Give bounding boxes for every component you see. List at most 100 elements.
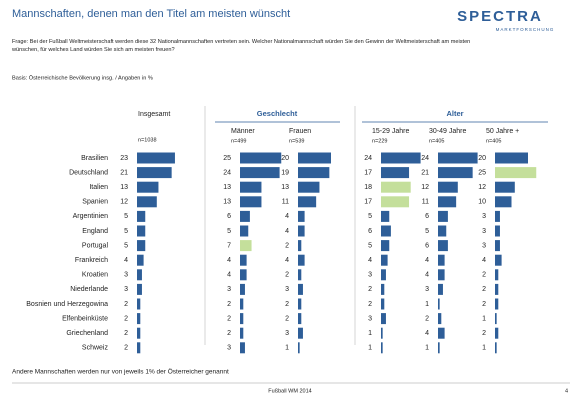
column-n: n=405 xyxy=(429,138,444,144)
value-label: 2 xyxy=(425,315,429,322)
bar xyxy=(298,181,320,193)
value-label: 20 xyxy=(281,155,289,162)
bar xyxy=(137,283,142,295)
bar xyxy=(137,254,144,266)
value-label: 13 xyxy=(281,184,289,191)
bar xyxy=(298,313,302,325)
column-header: Männer xyxy=(231,128,255,135)
value-label: 2 xyxy=(124,301,128,308)
basis: Basis: Österreichische Bevölkerung insg.… xyxy=(12,74,153,81)
logo: SPECTRA xyxy=(457,8,543,25)
bar xyxy=(438,240,448,252)
value-label: 2 xyxy=(482,272,486,279)
bar xyxy=(495,298,499,310)
bar xyxy=(438,327,445,339)
value-label: 4 xyxy=(425,272,429,279)
row-label: Italien xyxy=(89,184,108,191)
value-label: 4 xyxy=(285,257,289,264)
value-label: 18 xyxy=(364,184,372,191)
value-label: 3 xyxy=(482,213,486,220)
bar xyxy=(381,342,383,354)
bar xyxy=(381,210,390,222)
value-label: 2 xyxy=(285,301,289,308)
bar xyxy=(137,210,146,222)
bar xyxy=(298,342,300,354)
bar xyxy=(495,210,500,222)
value-label: 3 xyxy=(368,272,372,279)
value-label: 7 xyxy=(227,242,231,249)
value-label: 2 xyxy=(482,330,486,337)
value-label: 4 xyxy=(124,257,128,264)
value-label: 2 xyxy=(124,345,128,352)
bar xyxy=(495,254,502,266)
bar xyxy=(495,225,500,237)
value-label: 12 xyxy=(120,199,128,206)
column-n: n=499 xyxy=(231,138,246,144)
bar xyxy=(381,269,386,281)
bar xyxy=(240,327,244,339)
bar xyxy=(298,210,305,222)
bar xyxy=(438,225,447,237)
bar xyxy=(137,240,146,252)
value-label: 21 xyxy=(120,169,128,176)
bar xyxy=(495,152,528,164)
value-label: 12 xyxy=(478,184,486,191)
value-label: 4 xyxy=(425,257,429,264)
bar xyxy=(495,181,515,193)
row-label: Brasilien xyxy=(81,155,108,162)
bar xyxy=(495,269,499,281)
row-label: Spanien xyxy=(82,199,108,206)
value-label: 11 xyxy=(422,199,429,206)
value-label: 3 xyxy=(124,272,128,279)
bar xyxy=(381,298,385,310)
value-label: 2 xyxy=(285,242,289,249)
value-label: 5 xyxy=(368,242,372,249)
value-label: 1 xyxy=(368,345,372,352)
value-label: 1 xyxy=(425,301,429,308)
bar xyxy=(298,283,303,295)
value-label: 4 xyxy=(482,257,486,264)
column-n: n=539 xyxy=(289,138,304,144)
group-header: Geschlecht xyxy=(257,109,298,118)
bar xyxy=(240,254,247,266)
value-label: 3 xyxy=(285,330,289,337)
value-label: 2 xyxy=(482,301,486,308)
bar xyxy=(495,342,497,354)
row-label: England xyxy=(82,228,108,235)
value-label: 2 xyxy=(124,330,128,337)
row-label: Frankreich xyxy=(75,257,108,264)
value-label: 6 xyxy=(227,213,231,220)
bar xyxy=(381,196,410,208)
bar xyxy=(381,254,388,266)
bar xyxy=(298,327,303,339)
value-label: 11 xyxy=(282,199,289,206)
value-label: 1 xyxy=(482,345,486,352)
page-number: 4 xyxy=(565,388,568,394)
value-label: 5 xyxy=(124,228,128,235)
bar xyxy=(240,181,262,193)
value-label: 2 xyxy=(368,286,372,293)
bar xyxy=(298,269,302,281)
column-header: Insgesamt xyxy=(138,111,170,118)
bar xyxy=(137,152,175,164)
value-label: 3 xyxy=(227,345,231,352)
value-label: 3 xyxy=(368,315,372,322)
row-label: Elfenbeinküste xyxy=(62,315,108,322)
row-label: Schweiz xyxy=(82,345,109,352)
bar xyxy=(438,152,478,164)
bar xyxy=(495,196,512,208)
bar xyxy=(137,225,146,237)
bar xyxy=(381,181,411,193)
value-label: 19 xyxy=(281,169,289,176)
bar xyxy=(298,225,305,237)
question: Frage: Bei der Fußball Weltmeisterschaft… xyxy=(12,39,471,53)
value-label: 25 xyxy=(478,169,486,176)
bar xyxy=(298,298,302,310)
bar xyxy=(298,240,302,252)
row-label: Niederlande xyxy=(70,286,108,293)
bar xyxy=(240,298,244,310)
value-label: 5 xyxy=(227,228,231,235)
bar xyxy=(137,313,141,325)
